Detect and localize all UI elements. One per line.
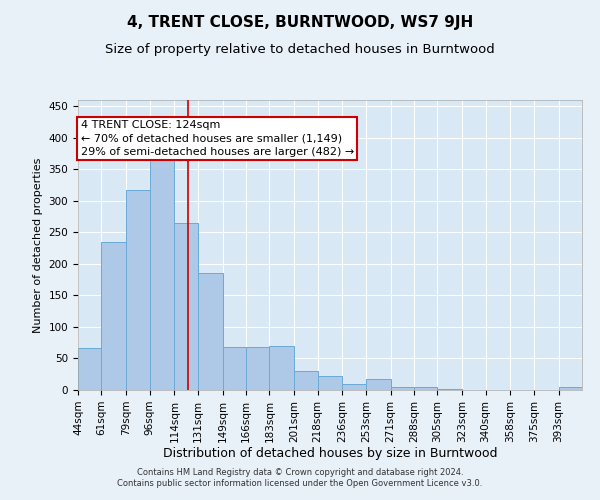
Bar xyxy=(246,347,269,390)
Y-axis label: Number of detached properties: Number of detached properties xyxy=(33,158,43,332)
Bar xyxy=(366,378,391,390)
Bar xyxy=(294,371,317,390)
Bar xyxy=(391,387,414,390)
Bar xyxy=(343,384,366,390)
Bar xyxy=(223,347,246,390)
Bar xyxy=(198,274,223,390)
Bar xyxy=(437,388,462,390)
Bar xyxy=(175,223,198,390)
Bar xyxy=(269,346,294,390)
Bar xyxy=(317,376,343,390)
X-axis label: Distribution of detached houses by size in Burntwood: Distribution of detached houses by size … xyxy=(163,448,497,460)
Text: 4 TRENT CLOSE: 124sqm
← 70% of detached houses are smaller (1,149)
29% of semi-d: 4 TRENT CLOSE: 124sqm ← 70% of detached … xyxy=(81,120,354,156)
Text: Contains HM Land Registry data © Crown copyright and database right 2024.
Contai: Contains HM Land Registry data © Crown c… xyxy=(118,468,482,487)
Text: Size of property relative to detached houses in Burntwood: Size of property relative to detached ho… xyxy=(105,42,495,56)
Bar xyxy=(149,158,175,390)
Bar xyxy=(126,190,149,390)
Text: 4, TRENT CLOSE, BURNTWOOD, WS7 9JH: 4, TRENT CLOSE, BURNTWOOD, WS7 9JH xyxy=(127,15,473,30)
Bar xyxy=(78,348,101,390)
Bar xyxy=(559,387,582,390)
Bar xyxy=(101,242,126,390)
Bar xyxy=(414,387,437,390)
